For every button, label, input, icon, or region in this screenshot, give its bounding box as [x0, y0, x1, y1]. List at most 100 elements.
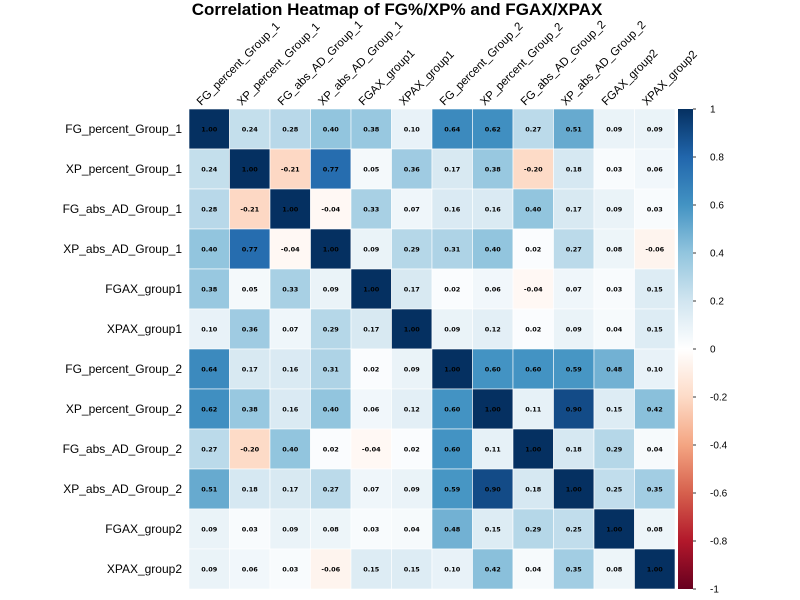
heatmap-cell: [350, 468, 392, 510]
cell-value-label: 0.17: [282, 485, 298, 493]
heatmap-cell: [634, 228, 676, 270]
cell-value-label: 0.12: [404, 405, 420, 413]
heatmap-cell: [512, 228, 554, 270]
heatmap-cell: [269, 388, 311, 430]
cell-value-label: 0.02: [363, 365, 379, 373]
heatmap-cell: [391, 268, 433, 310]
cell-value-label: 0.90: [566, 405, 583, 413]
cell-value-label: 0.28: [282, 125, 299, 133]
cell-value-label: -0.21: [281, 165, 300, 173]
heatmap-cell: [553, 268, 595, 310]
heatmap-cell: [269, 108, 311, 150]
colorbar-tick-label: 1: [710, 105, 716, 116]
cell-value-label: 0.03: [282, 565, 298, 573]
cell-value-label: 0.03: [363, 525, 379, 533]
heatmap-cell: [593, 548, 635, 590]
heatmap-cell: [310, 388, 352, 430]
cell-value-label: 0.33: [363, 205, 379, 213]
heatmap-cell: [310, 268, 352, 310]
colorbar-tick-label: 0.2: [710, 297, 724, 308]
cell-value-label: 0.60: [525, 365, 542, 373]
cell-value-label: 0.59: [566, 365, 583, 373]
cell-value-label: 0.36: [242, 325, 259, 333]
heatmap-cell: [229, 428, 271, 470]
heatmap-cell: [593, 148, 635, 190]
heatmap-cell: [431, 388, 473, 430]
heatmap-cell: [553, 428, 595, 470]
cell-value-label: 0.27: [323, 485, 339, 493]
cell-value-label: 0.03: [242, 525, 258, 533]
cell-value-label: 0.06: [485, 285, 502, 293]
heatmap-cell: [188, 228, 230, 270]
cell-value-label: 0.08: [647, 525, 664, 533]
heatmap-cell: [593, 188, 635, 230]
cell-value-label: -0.04: [321, 205, 340, 213]
row-label: FGAX_group2: [105, 522, 182, 536]
heatmap-cell: [553, 348, 595, 390]
cell-value-label: 0.09: [606, 125, 623, 133]
cell-value-label: 0.40: [485, 245, 502, 253]
heatmap-cell: [391, 188, 433, 230]
cell-value-label: 0.40: [282, 445, 299, 453]
cell-value-label: 0.51: [201, 485, 218, 493]
heatmap-cell: [634, 388, 676, 430]
heatmap-cell: [188, 148, 230, 190]
heatmap-cell: [229, 388, 271, 430]
cell-value-label: -0.06: [321, 565, 340, 573]
cell-value-label: 0.18: [242, 485, 259, 493]
row-label: XP_percent_Group_1: [66, 162, 182, 176]
cell-value-label: 0.09: [323, 285, 340, 293]
heatmap-cell: [188, 548, 230, 590]
cell-value-label: 0.09: [201, 565, 218, 573]
cell-value-label: 0.04: [606, 325, 623, 333]
heatmap-cell: [472, 388, 514, 430]
heatmap-cell: [391, 548, 433, 590]
heatmap-cell: [350, 188, 392, 230]
cell-value-label: 1.00: [525, 445, 542, 453]
cell-value-label: 0.29: [606, 445, 623, 453]
cell-value-label: 0.28: [201, 205, 218, 213]
heatmap-cell: [310, 468, 352, 510]
heatmap-cell: [553, 548, 595, 590]
cell-value-label: 0.16: [282, 365, 299, 373]
heatmap-cells: 1.00 0.24 0.28 0.40 0.38 0.10 0.64 0.62 0.27 0.51…: [188, 108, 676, 590]
heatmap-cell: [350, 548, 392, 590]
cell-value-label: 0.09: [282, 525, 299, 533]
cell-value-label: 0.40: [323, 405, 340, 413]
heatmap-cell: [391, 108, 433, 150]
heatmap-cell: [593, 428, 635, 470]
heatmap-cell: [350, 428, 392, 470]
cell-value-label: 0.29: [323, 325, 340, 333]
cell-value-label: 0.31: [323, 365, 340, 373]
cell-value-label: 0.02: [444, 285, 460, 293]
heatmap-cell: [553, 148, 595, 190]
heatmap-cell: [431, 548, 473, 590]
cell-value-label: 0.09: [404, 485, 421, 493]
cell-value-label: 0.17: [242, 365, 258, 373]
cell-value-label: 1.00: [282, 205, 299, 213]
cell-value-label: 0.31: [444, 245, 461, 253]
cell-value-label: 1.00: [323, 245, 340, 253]
cell-value-label: -0.04: [362, 445, 381, 453]
cell-value-label: 0.38: [485, 165, 502, 173]
heatmap-cell: [512, 308, 554, 350]
cell-value-label: 0.51: [566, 125, 583, 133]
cell-value-label: 1.00: [485, 405, 502, 413]
heatmap-cell: [269, 308, 311, 350]
cell-value-label: 0.38: [363, 125, 380, 133]
cell-value-label: 0.17: [404, 285, 420, 293]
cell-value-label: 1.00: [566, 485, 583, 493]
colorbar-tick-label: -1: [710, 585, 719, 596]
cell-value-label: 0.15: [647, 325, 664, 333]
cell-value-label: 0.42: [485, 565, 501, 573]
cell-value-label: 0.09: [606, 205, 623, 213]
heatmap-cell: [634, 108, 676, 150]
cell-value-label: 0.48: [444, 525, 461, 533]
cell-value-label: 0.09: [647, 125, 664, 133]
cell-value-label: 0.33: [282, 285, 298, 293]
heatmap-cell: [512, 548, 554, 590]
colorbar-tick-label: 0.4: [710, 249, 724, 260]
heatmap-cell: [431, 148, 473, 190]
cell-value-label: 0.17: [363, 325, 379, 333]
chart-title: Correlation Heatmap of FG%/XP% and FGAX/…: [192, 0, 603, 19]
